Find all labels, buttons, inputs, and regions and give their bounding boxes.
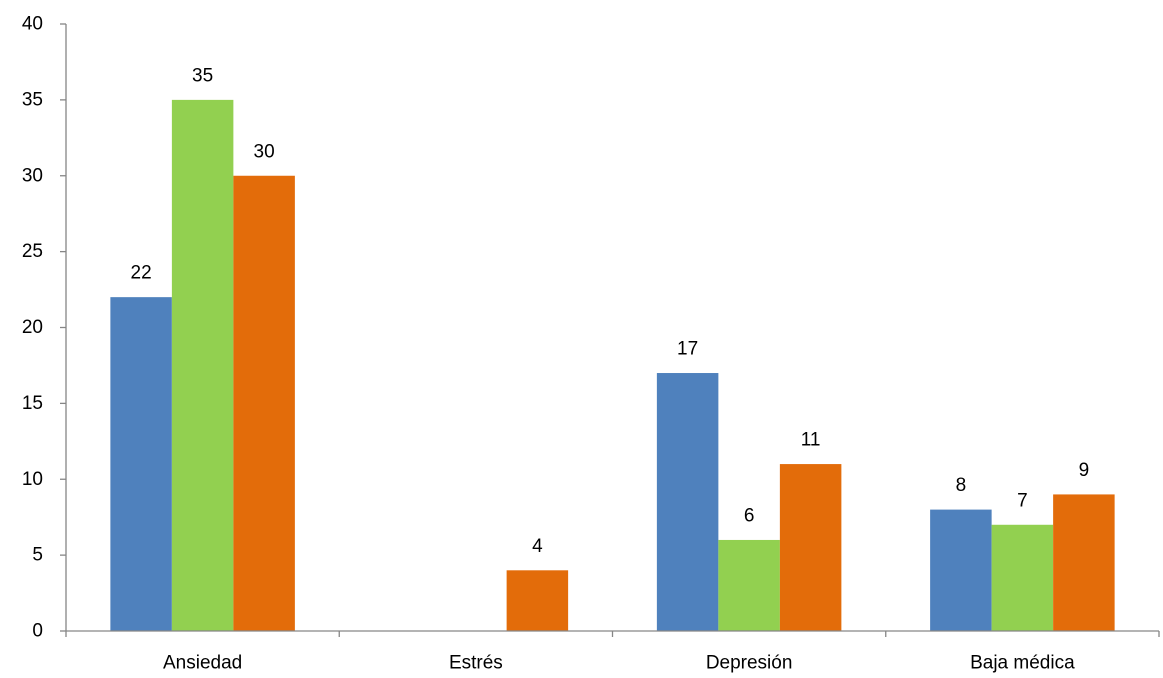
y-tick-label: 25 bbox=[22, 241, 43, 262]
data-label: 9 bbox=[1079, 460, 1090, 481]
x-tick-label: Ansiedad bbox=[163, 653, 242, 674]
y-tick-label: 20 bbox=[22, 317, 43, 338]
bar bbox=[991, 524, 1054, 631]
data-label: 17 bbox=[677, 339, 698, 360]
y-tick-label: 10 bbox=[22, 469, 43, 490]
data-label: 35 bbox=[192, 65, 213, 86]
bar bbox=[506, 570, 569, 631]
y-tick-label: 35 bbox=[22, 89, 43, 110]
x-tick-label: Estrés bbox=[449, 653, 503, 674]
data-label: 11 bbox=[801, 430, 821, 451]
bar bbox=[656, 373, 719, 631]
data-label: 7 bbox=[1017, 490, 1028, 511]
bar bbox=[718, 539, 780, 631]
y-tick-label: 15 bbox=[22, 393, 43, 414]
y-tick-label: 0 bbox=[32, 621, 43, 642]
x-tick-label: Depresión bbox=[706, 653, 793, 674]
data-label: 6 bbox=[744, 505, 755, 526]
bar bbox=[779, 464, 842, 631]
bar bbox=[1053, 494, 1115, 631]
data-label: 4 bbox=[532, 536, 543, 557]
bar bbox=[233, 175, 295, 631]
y-tick-label: 40 bbox=[22, 14, 43, 35]
bars bbox=[110, 99, 1115, 631]
y-axis-ticks: 0 5 10 15 20 25 30 35 40 bbox=[22, 14, 66, 642]
x-tick-label: Baja médica bbox=[970, 653, 1075, 674]
y-tick-label: 30 bbox=[22, 165, 43, 186]
bar bbox=[171, 99, 234, 631]
data-label: 30 bbox=[254, 141, 275, 162]
y-tick-label: 5 bbox=[32, 545, 43, 566]
data-labels: 22 35 30 4 17 6 11 8 7 9 bbox=[131, 65, 1090, 556]
x-axis: Ansiedad Estrés Depresión Baja médica bbox=[65, 630, 1160, 674]
bar bbox=[110, 297, 172, 631]
data-label: 8 bbox=[956, 475, 967, 496]
data-label: 22 bbox=[131, 263, 152, 284]
bar bbox=[930, 509, 992, 631]
